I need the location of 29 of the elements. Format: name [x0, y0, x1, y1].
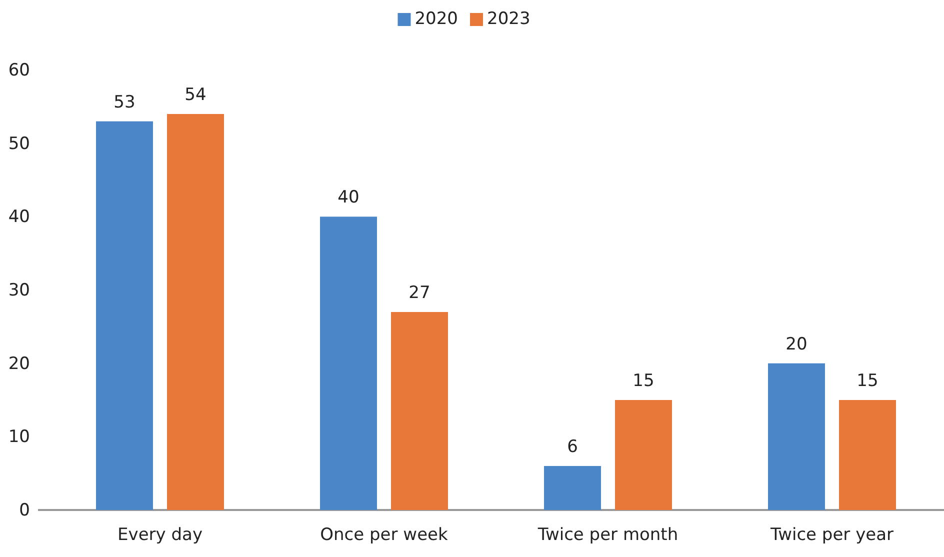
x-tick-label: Every day [118, 525, 202, 546]
y-tick-label: 50 [8, 134, 30, 154]
data-label: 15 [856, 371, 878, 391]
bar [320, 216, 377, 510]
data-label: 6 [567, 437, 578, 457]
data-label: 40 [338, 188, 360, 208]
legend-label: 2023 [487, 9, 530, 29]
data-label: 53 [114, 92, 136, 112]
bar [167, 114, 224, 510]
data-label: 20 [786, 334, 808, 354]
y-tick-label: 30 [8, 280, 30, 300]
data-label: 15 [632, 371, 654, 391]
bar [96, 121, 153, 510]
bar [544, 466, 601, 510]
data-label: 27 [408, 283, 430, 303]
y-tick-label: 0 [19, 500, 30, 520]
y-tick-label: 20 [8, 354, 30, 374]
x-tick-label: Once per week [320, 525, 448, 546]
x-tick-label: Twice per year [770, 525, 894, 546]
y-tick-label: 40 [8, 207, 30, 228]
y-tick-label: 10 [8, 427, 30, 448]
bar [768, 363, 825, 510]
y-tick-label: 60 [8, 60, 30, 80]
data-label: 54 [184, 85, 206, 105]
legend-label: 2020 [414, 9, 458, 29]
bar [615, 400, 672, 510]
bar [391, 312, 448, 510]
x-tick-label: Twice per month [536, 525, 678, 546]
bar [839, 400, 896, 510]
